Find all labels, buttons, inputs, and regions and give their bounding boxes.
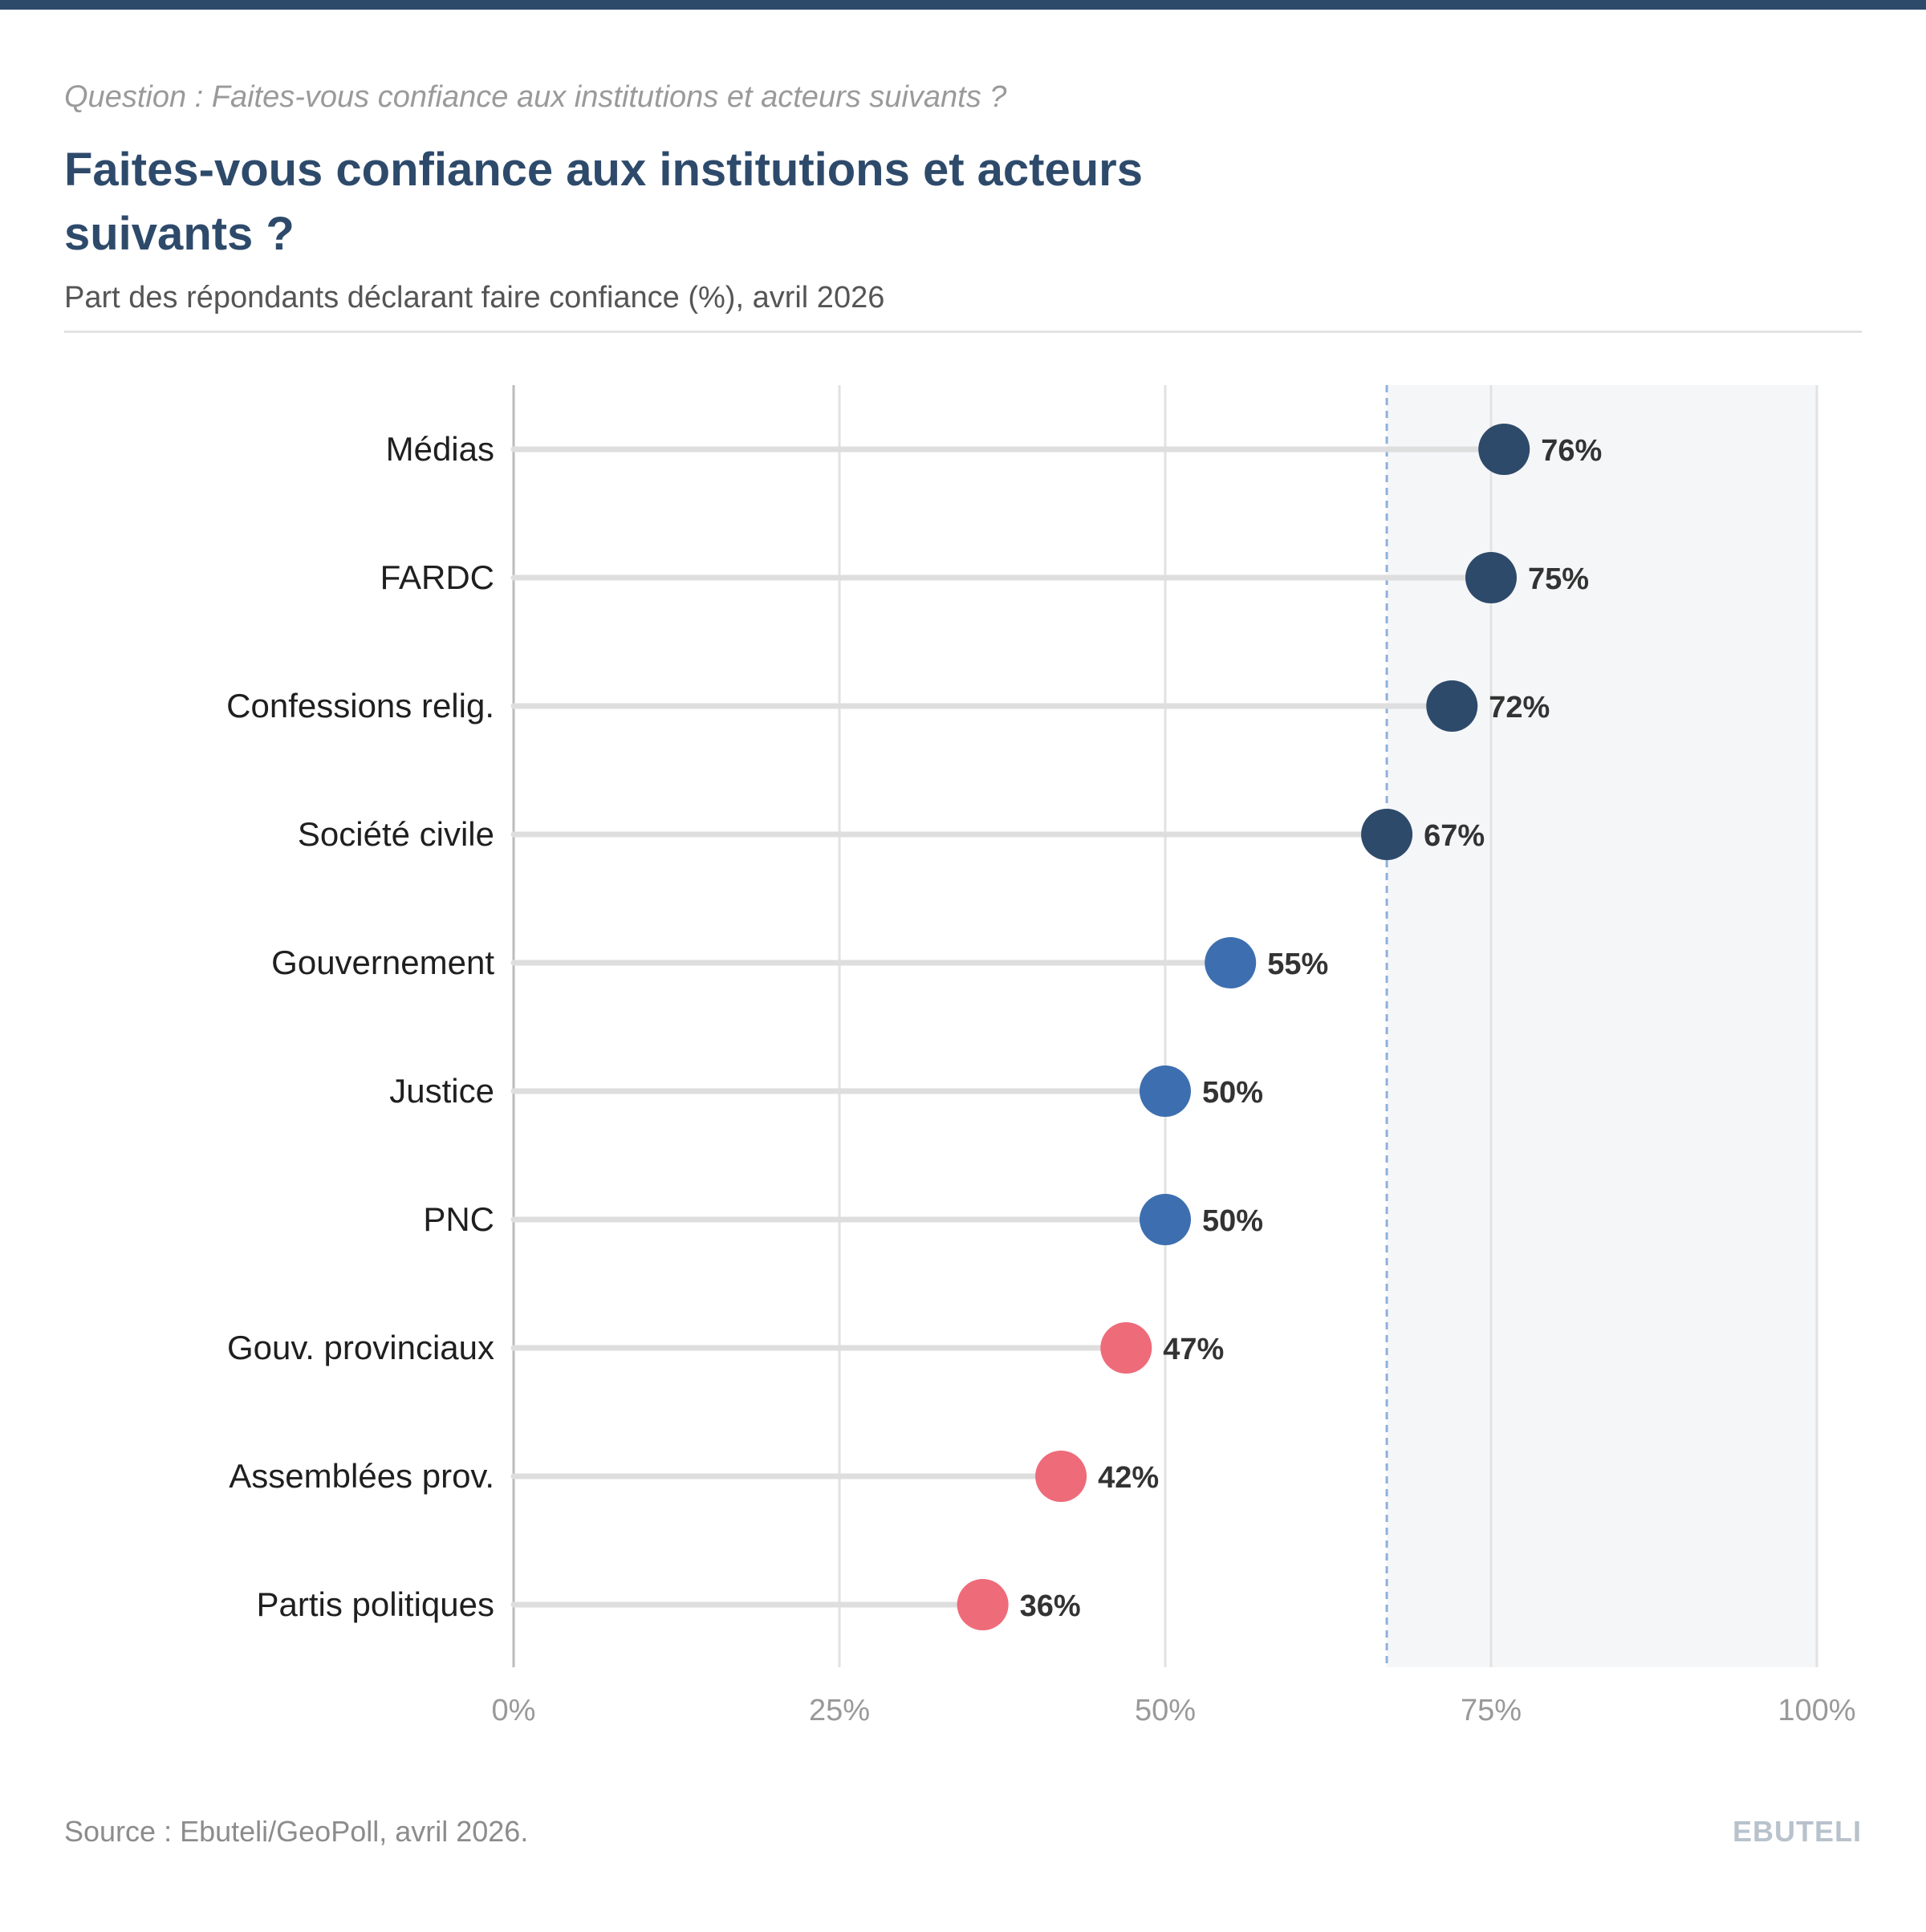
x-tick-label: 75% (1461, 1694, 1522, 1727)
data-label: 75% (1528, 562, 1589, 596)
brand-logo-text: EBUTELI (1732, 1815, 1862, 1848)
category-label: FARDC (380, 558, 494, 596)
data-label: 50% (1202, 1076, 1263, 1110)
x-tick-label: 100% (1778, 1694, 1855, 1727)
data-point (1205, 937, 1257, 988)
data-point (1361, 809, 1413, 860)
shaded-region (1387, 385, 1817, 1667)
data-point (1100, 1322, 1152, 1374)
data-point (957, 1579, 1009, 1630)
category-label: Justice (389, 1072, 494, 1110)
data-point (1478, 424, 1530, 475)
category-label: Médias (386, 430, 494, 468)
category-label: Assemblées prov. (229, 1457, 494, 1495)
category-label: Gouv. provinciaux (227, 1329, 494, 1366)
top-accent-bar (0, 0, 1926, 10)
question-text: Question : Faites-vous confiance aux ins… (64, 80, 1007, 114)
data-label: 67% (1424, 819, 1485, 853)
data-label: 50% (1202, 1204, 1263, 1238)
category-label: Gouvernement (271, 944, 494, 981)
data-point (1426, 680, 1478, 732)
chart-subtitle: Part des répondants déclarant faire conf… (64, 281, 885, 315)
chart-title: Faites-vous confiance aux institutions e… (64, 144, 1143, 260)
data-point (1140, 1065, 1191, 1117)
lollipop-chart: 0% 25% 50% 75% 100% 76% Médias 75% FARDC 72% Confe… (226, 385, 1856, 1727)
x-tick-label: 25% (809, 1694, 870, 1727)
data-label: 76% (1541, 434, 1602, 468)
data-point (1035, 1451, 1087, 1502)
category-label: Partis politiques (257, 1585, 494, 1623)
data-label: 47% (1163, 1333, 1224, 1366)
data-label: 55% (1267, 948, 1328, 981)
x-tick-label: 0% (492, 1694, 536, 1727)
category-label: Société civile (298, 815, 494, 853)
header-divider (64, 331, 1862, 333)
data-point (1465, 552, 1517, 603)
category-label: PNC (423, 1200, 494, 1238)
x-tick-label: 50% (1135, 1694, 1196, 1727)
source-note: Source : Ebuteli/GeoPoll, avril 2026. (64, 1815, 529, 1848)
data-label: 36% (1020, 1589, 1081, 1623)
data-point (1140, 1194, 1191, 1245)
data-label: 42% (1098, 1461, 1159, 1495)
data-label: 72% (1489, 691, 1550, 724)
category-label: Confessions relig. (226, 687, 494, 724)
